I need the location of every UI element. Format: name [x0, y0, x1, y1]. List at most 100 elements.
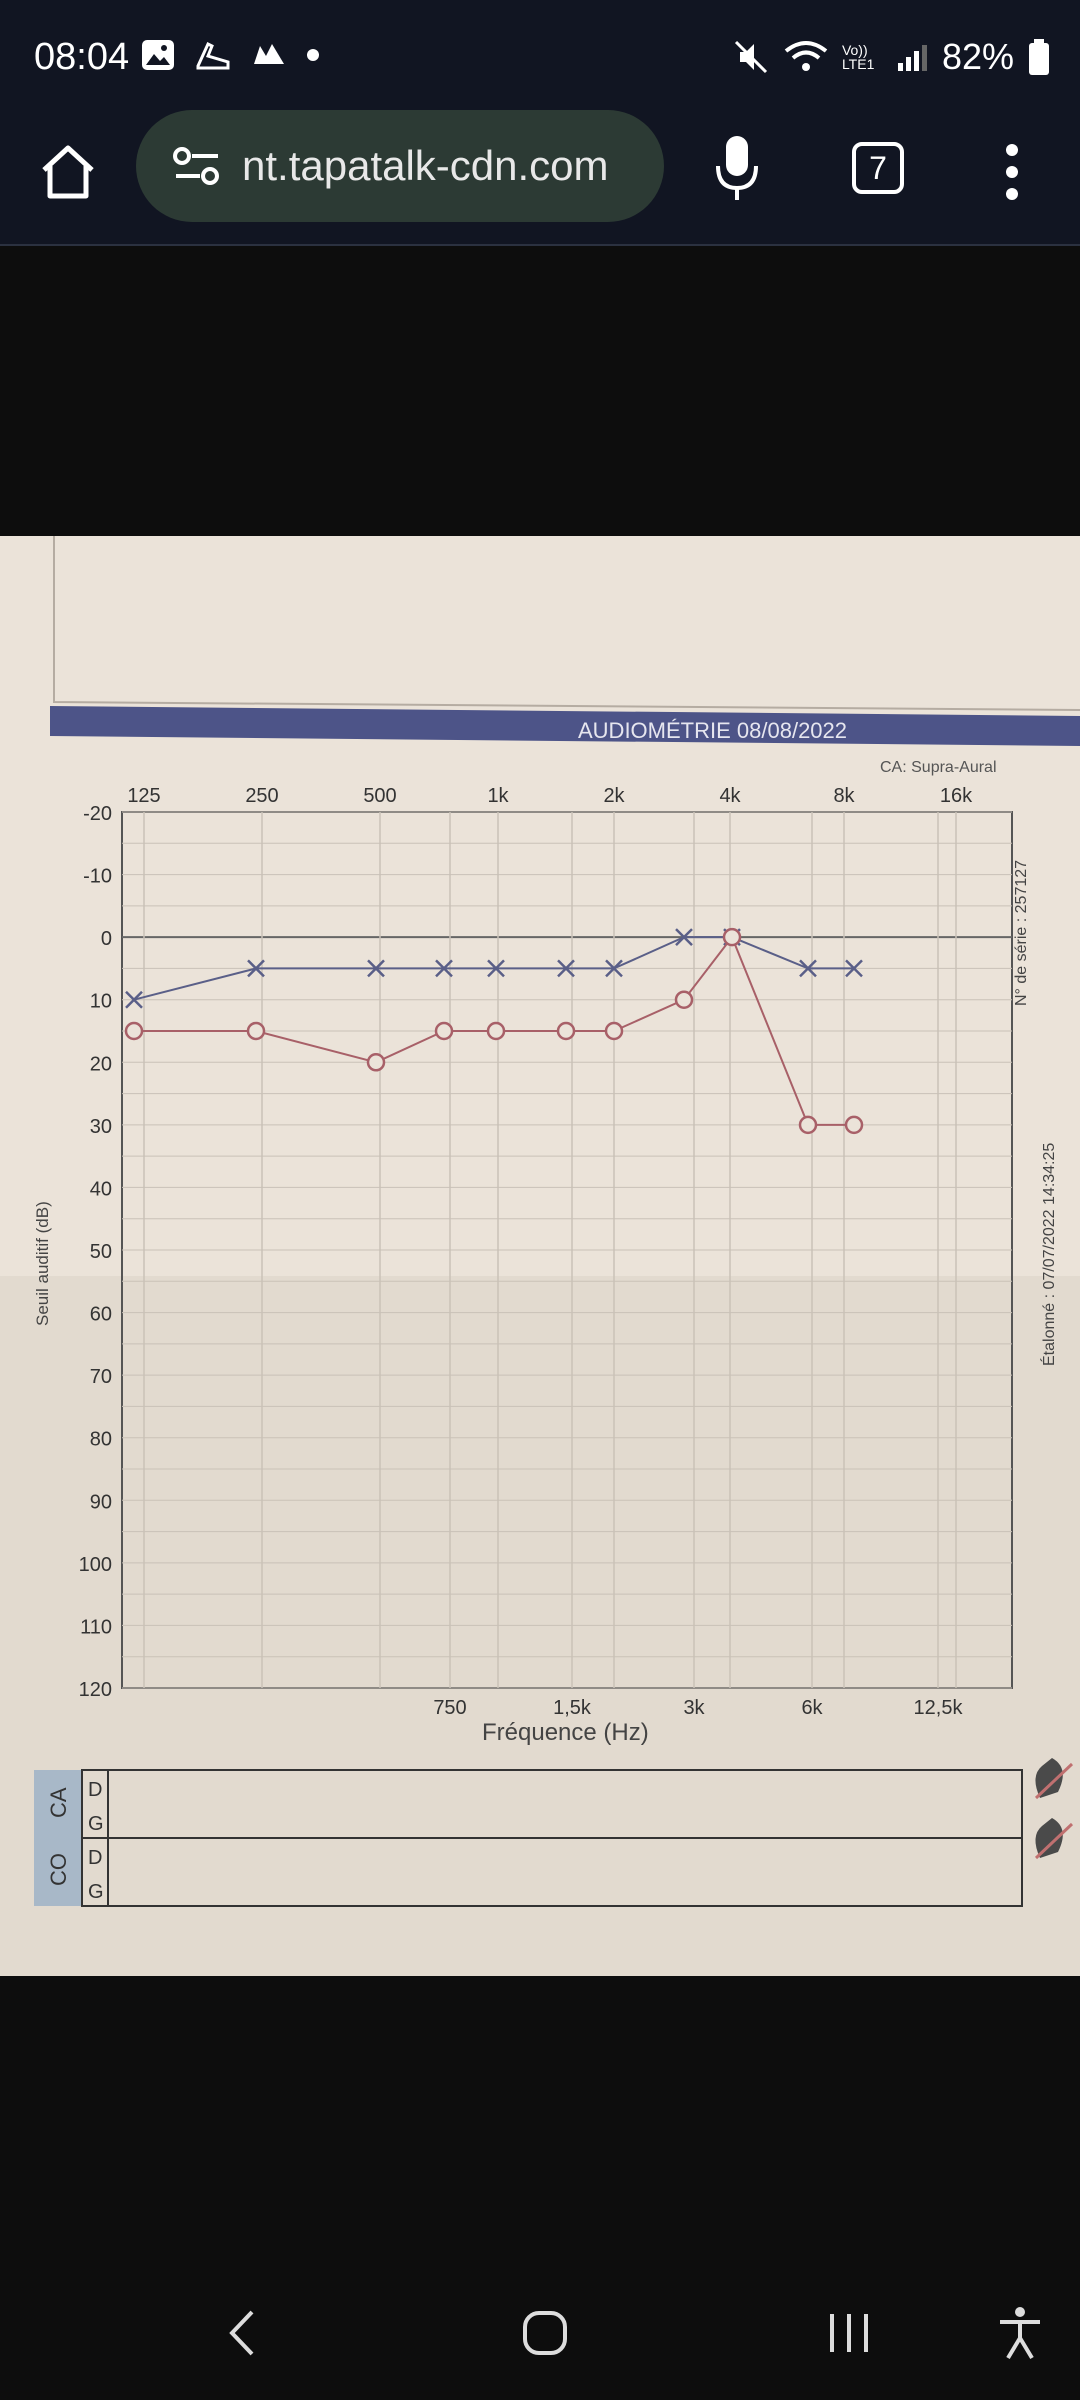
db-tick-label: 110 [80, 1616, 112, 1638]
accessibility-icon[interactable] [998, 2306, 1042, 2360]
top-box-border [53, 536, 1080, 711]
db-tick-label: 60 [90, 1304, 112, 1326]
back-icon[interactable] [226, 2308, 256, 2358]
dot-icon [307, 49, 319, 61]
top-freq-label: 1k [487, 785, 509, 807]
series-x-point [125, 990, 143, 1009]
right-ear-icon [1034, 1758, 1074, 1800]
x-mark-stroke [435, 959, 453, 978]
microphone-icon[interactable] [712, 132, 762, 204]
series-x-point [675, 928, 693, 947]
x-mark-stroke [247, 959, 265, 978]
game-icon [254, 44, 284, 64]
db-tick-label: 80 [90, 1429, 112, 1451]
table-g1-label: G [88, 1813, 104, 1835]
series-x-point [845, 959, 863, 978]
db-tick-label: 70 [90, 1366, 112, 1388]
series-x-point [487, 959, 505, 978]
recents-icon[interactable] [826, 2312, 872, 2354]
series-x-point [247, 959, 265, 978]
series-x-point [799, 959, 817, 978]
db-tick-label: 20 [90, 1053, 112, 1075]
calibration-date: Étalonné : 07/07/2022 14:34:25 [1039, 1143, 1058, 1366]
table-g2-label: G [88, 1881, 104, 1903]
top-freq-label: 4k [719, 785, 741, 807]
bottom-freq-label: 12,5k [914, 1697, 964, 1719]
x-axis-label: Fréquence (Hz) [482, 1719, 649, 1746]
db-tick-label: -10 [83, 866, 112, 888]
top-freq-label: 125 [127, 785, 160, 807]
db-tick-label: 0 [101, 928, 112, 950]
status-bar: 08:04 Vo)) LTE1 82% [0, 0, 1080, 120]
table-label-column [34, 1770, 82, 1906]
browser-toolbar: nt.tapatalk-cdn.com 7 [0, 110, 1080, 246]
series-o-point [604, 1021, 624, 1041]
db-tick-label: 100 [79, 1554, 112, 1576]
db-tick-label: 40 [90, 1178, 112, 1200]
tab-switcher-button[interactable]: 7 [852, 142, 904, 194]
serial-number: N° de série : 257127 [1013, 860, 1030, 1006]
db-tick-label: 120 [79, 1679, 112, 1701]
battery-percent: 82% [941, 36, 1014, 77]
mute-icon [734, 40, 767, 74]
series-o-point [844, 1115, 864, 1135]
header-title: AUDIOMÉTRIE 08/08/2022 [578, 718, 847, 743]
series-x-point [557, 959, 575, 978]
bottom-freq-label: 750 [433, 1697, 466, 1719]
audiogram-chart: AUDIOMÉTRIE 08/08/2022 CA: Supra-Aural -… [0, 536, 1080, 1976]
network-label: Vo)) LTE1 [841, 42, 875, 72]
series-o-point [434, 1021, 454, 1041]
wifi-icon [784, 41, 828, 71]
result-table: CA CO D G D G [34, 1758, 1074, 1907]
bottom-freq-label: 1,5k [553, 1697, 592, 1719]
db-tick-label: 10 [90, 991, 112, 1013]
series-x-point [605, 959, 623, 978]
db-tick-label: 50 [90, 1241, 112, 1263]
x-mark-stroke [557, 959, 575, 978]
bottom-freq-label: 6k [801, 1697, 823, 1719]
header-band [50, 706, 1080, 746]
top-freq-label: 250 [245, 785, 278, 807]
home-nav-icon[interactable] [522, 2310, 568, 2356]
address-bar[interactable]: nt.tapatalk-cdn.com [136, 110, 664, 222]
table-ca-label: CA [46, 1787, 71, 1818]
bottom-freq-label: 3k [683, 1697, 705, 1719]
x-mark-stroke [845, 959, 863, 978]
db-tick-label: -20 [83, 803, 112, 825]
db-tick-label: 90 [90, 1491, 112, 1513]
series-o-point [722, 927, 742, 947]
table-co-label: CO [46, 1853, 71, 1886]
more-menu-icon[interactable] [1000, 142, 1024, 202]
status-right: Vo)) LTE1 82% [732, 36, 1050, 78]
series-x-point [367, 959, 385, 978]
series-o-point [246, 1021, 266, 1041]
x-mark-stroke [367, 959, 385, 978]
series-o-point [674, 990, 694, 1009]
db-tick-label: 30 [90, 1116, 112, 1138]
top-freq-label: 500 [363, 785, 396, 807]
signal-icon [897, 45, 927, 71]
audiogram-photo: AUDIOMÉTRIE 08/08/2022 CA: Supra-Aural -… [0, 536, 1080, 1976]
notification-icons [140, 38, 320, 72]
clock: 08:04 [34, 36, 130, 78]
left-ear-icon [1034, 1818, 1074, 1860]
paper-fold-shadow [0, 1276, 1080, 1976]
top-freq-label: 8k [833, 785, 855, 807]
x-mark-stroke [675, 928, 693, 947]
series-o-point [798, 1115, 818, 1135]
x-mark-stroke [799, 959, 817, 978]
series-o-point [486, 1021, 506, 1041]
series-o-point [556, 1021, 576, 1041]
series-o-point [366, 1053, 386, 1072]
series-o-point [124, 1021, 144, 1041]
url-text[interactable]: nt.tapatalk-cdn.com [242, 142, 609, 189]
y-axis-label: Seuil auditif (dB) [33, 1201, 52, 1326]
top-freq-label: 16k [940, 785, 973, 807]
x-mark-stroke [125, 990, 143, 1009]
x-mark-stroke [487, 959, 505, 978]
home-icon[interactable] [36, 140, 100, 204]
series-x-point [435, 959, 453, 978]
headphone-type: CA: Supra-Aural [880, 759, 997, 776]
site-settings-icon[interactable] [172, 146, 222, 186]
audiogram-grid: -20 -10 0 10 20 30 40 50 60 70 80 90 100 110 120 125 250… [79, 785, 1013, 1719]
